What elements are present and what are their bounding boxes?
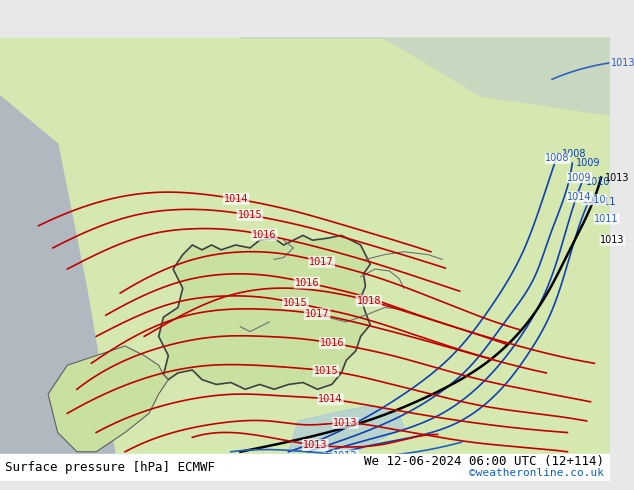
Polygon shape bbox=[48, 346, 168, 452]
Text: 1014: 1014 bbox=[567, 192, 592, 202]
Text: 1008: 1008 bbox=[545, 153, 570, 164]
Text: Surface pressure [hPa] ECMWF: Surface pressure [hPa] ECMWF bbox=[5, 461, 215, 474]
Text: 1013: 1013 bbox=[605, 172, 630, 183]
Text: 1014: 1014 bbox=[318, 394, 343, 404]
Polygon shape bbox=[288, 406, 404, 452]
Text: 1011: 1011 bbox=[594, 214, 619, 224]
Bar bbox=[0, 38, 610, 457]
Text: 1011: 1011 bbox=[592, 196, 617, 207]
Text: 1016: 1016 bbox=[252, 230, 276, 240]
Text: 1013: 1013 bbox=[611, 58, 634, 68]
Text: 1015: 1015 bbox=[238, 210, 262, 220]
Text: 1008: 1008 bbox=[562, 148, 586, 159]
Polygon shape bbox=[0, 96, 115, 457]
Text: 1017: 1017 bbox=[309, 257, 334, 267]
Text: 1018: 1018 bbox=[356, 295, 381, 306]
Text: 1013: 1013 bbox=[303, 440, 328, 450]
Text: 1009: 1009 bbox=[567, 172, 592, 183]
Text: 1012: 1012 bbox=[333, 451, 358, 461]
Text: 1016: 1016 bbox=[320, 338, 344, 348]
Text: 1016: 1016 bbox=[295, 278, 319, 288]
Text: 1015: 1015 bbox=[283, 298, 307, 308]
Text: 1013: 1013 bbox=[333, 418, 358, 428]
Text: We 12-06-2024 06:00 UTC (12+114): We 12-06-2024 06:00 UTC (12+114) bbox=[364, 455, 604, 468]
Text: 1010: 1010 bbox=[586, 177, 610, 188]
Text: 1015: 1015 bbox=[313, 366, 338, 376]
Text: 1010: 1010 bbox=[582, 195, 606, 205]
Polygon shape bbox=[158, 235, 370, 389]
Bar bbox=[0, 454, 610, 481]
Text: ©weatheronline.co.uk: ©weatheronline.co.uk bbox=[469, 468, 604, 478]
Text: 1013: 1013 bbox=[600, 235, 624, 245]
Polygon shape bbox=[240, 38, 610, 115]
Text: 1009: 1009 bbox=[576, 158, 600, 168]
Text: 1017: 1017 bbox=[305, 309, 330, 319]
Text: 1014: 1014 bbox=[224, 194, 249, 204]
